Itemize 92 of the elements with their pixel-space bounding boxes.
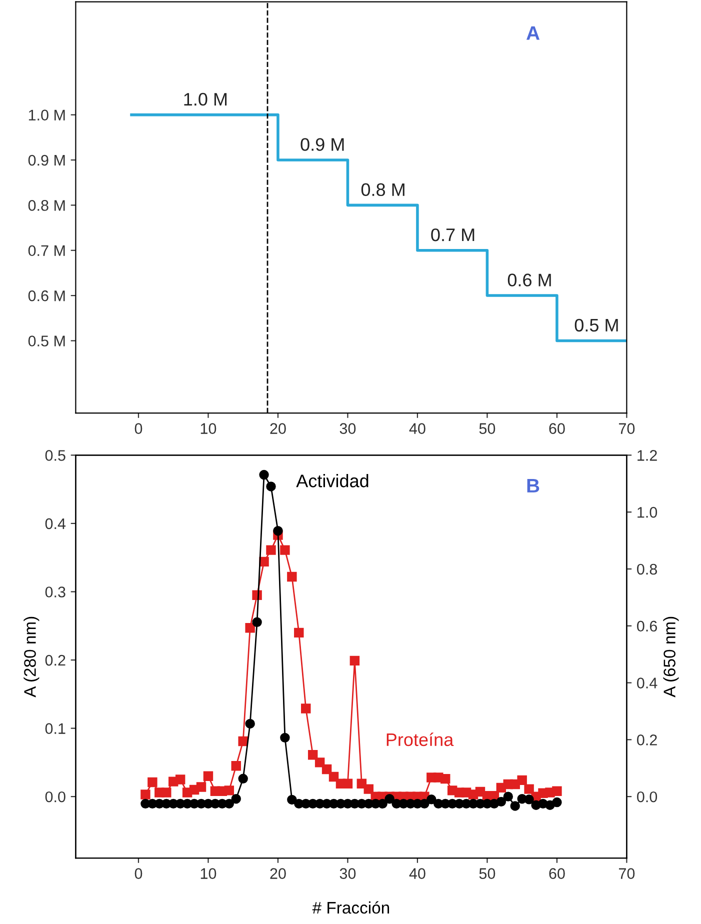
point (287, 794, 297, 805)
point (231, 760, 241, 771)
point (552, 797, 562, 808)
x-tick-label: 30 (340, 423, 356, 434)
point (203, 771, 214, 781)
y-axis-title: A (280 nm) (24, 616, 40, 698)
point (384, 794, 394, 804)
point (280, 732, 290, 743)
x-tick-label: 50 (479, 868, 496, 879)
point (308, 750, 318, 760)
point (238, 736, 248, 746)
annotation: 0.9 M (300, 138, 344, 151)
y-tick-label: 0.8 M (28, 200, 65, 211)
point (322, 764, 332, 774)
x-tick-label: 50 (479, 423, 496, 434)
point (259, 470, 269, 480)
point (524, 794, 534, 804)
point (266, 545, 276, 555)
x-tick-label: 0 (134, 423, 142, 434)
point (231, 794, 241, 804)
x-axis-title: # Fracción (312, 901, 390, 914)
annotation: B (527, 479, 540, 492)
y-tick-label: 0.0 (45, 791, 66, 802)
point (162, 788, 172, 798)
point (140, 790, 150, 800)
point (175, 774, 186, 784)
point (350, 656, 360, 666)
point (314, 758, 325, 768)
x-tick-label: 30 (340, 868, 356, 879)
y-tick-label: 0.2 (45, 654, 66, 666)
x-tick-label: 20 (270, 423, 286, 434)
x-tick-label: 40 (409, 868, 426, 879)
y2-tick-label: 1.2 (638, 450, 657, 461)
series-label: Proteína (386, 732, 454, 746)
annotation: 0.5 M (574, 318, 618, 332)
x-tick-label: 70 (618, 423, 635, 434)
point (224, 798, 234, 809)
y2-tick-label: 0.6 (637, 620, 657, 632)
point (364, 784, 374, 794)
annotation: A (526, 26, 540, 40)
x-tick-label: 20 (270, 868, 286, 879)
x-tick-label: 70 (618, 868, 635, 879)
point (245, 718, 255, 729)
point (196, 782, 206, 792)
y2-tick-label: 0.4 (637, 678, 658, 688)
point (301, 704, 311, 714)
y2-tick-label: 0.2 (637, 734, 657, 746)
point (273, 526, 283, 536)
point (342, 778, 353, 788)
y-tick-label: 0.3 (45, 586, 66, 598)
y2-tick-label: 0.0 (637, 791, 658, 802)
point (280, 545, 290, 555)
y2-tick-label: 0.8 (637, 564, 657, 575)
x-tick-label: 0 (134, 868, 142, 879)
point (224, 786, 234, 796)
y2-axis-title: A (650 nm) (663, 616, 679, 698)
x-tick-label: 40 (409, 423, 426, 434)
point (294, 628, 304, 638)
point (148, 777, 158, 788)
point (252, 617, 262, 628)
point (245, 623, 255, 633)
y-tick-label: 0.4 (45, 518, 66, 530)
point (440, 774, 450, 784)
y-tick-label: 0.5 (45, 450, 66, 461)
annotation: 0.6 M (508, 274, 551, 286)
y-tick-label: 1.0 M (28, 110, 65, 120)
series-label: Actividad (296, 474, 368, 488)
point (426, 794, 436, 804)
point (503, 792, 513, 802)
x-tick-label: 10 (200, 423, 216, 434)
point (238, 774, 248, 784)
annotation: 0.7 M (431, 228, 474, 242)
y-tick-label: 0.5 M (28, 336, 65, 346)
point (266, 482, 276, 492)
point (517, 775, 527, 786)
point (287, 572, 297, 582)
annotation: 1.0 M (184, 92, 227, 106)
point (510, 801, 520, 811)
point (420, 798, 430, 809)
y-tick-label: 0.1 (45, 723, 66, 734)
point (552, 786, 562, 796)
x-tick-label: 10 (200, 868, 216, 879)
annotation: 0.8 M (361, 183, 404, 196)
y-tick-label: 0.7 M (28, 245, 65, 256)
y-tick-label: 0.6 M (28, 290, 65, 302)
x-tick-label: 60 (549, 868, 565, 879)
point (524, 784, 534, 794)
point (496, 796, 506, 807)
y-tick-label: 0.9 M (28, 154, 65, 166)
x-tick-label: 60 (549, 423, 565, 434)
y2-tick-label: 1.0 (638, 506, 658, 518)
point (378, 798, 388, 809)
